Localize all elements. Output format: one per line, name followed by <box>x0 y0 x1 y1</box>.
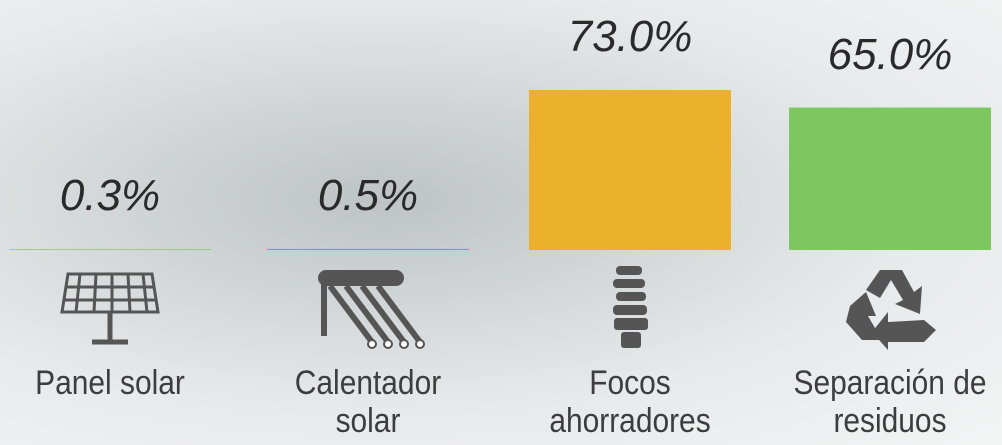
category-label: Separación de residuos <box>793 364 987 440</box>
value-label: 0.5% <box>317 170 419 220</box>
category-label: Panel solar <box>35 364 185 402</box>
category-label: Calentador solar <box>294 364 442 440</box>
icon-bulb <box>613 266 648 348</box>
bar <box>267 248 469 250</box>
bar <box>529 90 731 250</box>
icon-solar-panel <box>60 272 160 345</box>
value-label: 73.0% <box>567 12 693 61</box>
bar <box>9 249 211 250</box>
value-label: 65.0% <box>827 29 953 79</box>
icon-solar-heater <box>318 270 425 349</box>
value-label: 0.3% <box>59 171 161 221</box>
icon-recycle <box>846 270 936 350</box>
category-label: Focos ahorradores <box>549 364 711 440</box>
bar <box>789 107 991 251</box>
